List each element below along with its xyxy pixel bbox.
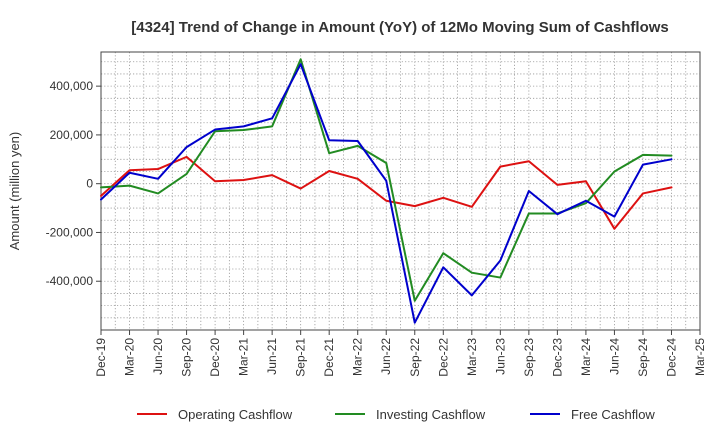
series-line-operating-cashflow — [100, 155, 673, 230]
legend-label-operating-cashflow: Operating Cashflow — [178, 407, 293, 422]
x-tick-label: Sep-22 — [408, 338, 422, 377]
chart-title: [4324] Trend of Change in Amount (YoY) o… — [131, 19, 669, 36]
x-tick-label: Mar-25 — [693, 338, 707, 376]
x-tick-label: Dec-24 — [664, 338, 678, 377]
x-tick-label: Dec-22 — [436, 338, 450, 377]
x-tick-label: Dec-21 — [322, 338, 336, 377]
y-axis-label: Amount (million yen) — [7, 132, 22, 251]
x-tick-label: Mar-23 — [465, 338, 479, 376]
y-tick-label: -400,000 — [46, 274, 94, 288]
x-tick-label: Jun-21 — [265, 338, 279, 375]
plot-area: 400,000 200,000 0 -200,000 -400,000 Dec-19 Mar… — [46, 51, 707, 377]
series-line-free-cashflow — [100, 63, 673, 324]
x-tick-label: Sep-20 — [180, 338, 194, 377]
legend-label-investing-cashflow: Investing Cashflow — [376, 407, 486, 422]
x-tick-label: Dec-20 — [208, 338, 222, 377]
x-tick-label: Dec-23 — [550, 338, 564, 377]
y-tick-label: 0 — [86, 177, 93, 191]
legend-label-free-cashflow: Free Cashflow — [571, 407, 655, 422]
plot-frame — [100, 51, 701, 331]
x-tick-label: Dec-19 — [94, 338, 108, 377]
x-tick-label: Jun-23 — [493, 338, 507, 375]
x-tick-label: Mar-22 — [351, 338, 365, 376]
x-tick-label: Mar-21 — [237, 338, 251, 376]
y-tick-label: 400,000 — [50, 79, 94, 93]
x-tick-label: Jun-20 — [151, 338, 165, 375]
legend: Operating Cashflow Investing Cashflow Free… — [137, 407, 655, 422]
y-tick-label: 200,000 — [50, 128, 94, 142]
x-tick-label: Mar-24 — [579, 338, 593, 376]
y-tick-label: -200,000 — [46, 225, 94, 239]
x-tick-label: Sep-23 — [522, 338, 536, 377]
x-tick-label: Sep-24 — [636, 338, 650, 377]
x-tick-label: Mar-20 — [123, 338, 137, 376]
series-line-investing-cashflow — [100, 58, 673, 302]
x-tick-label: Jun-24 — [607, 338, 621, 375]
x-tick-label: Sep-21 — [294, 338, 308, 377]
x-tick-label: Jun-22 — [379, 338, 393, 375]
